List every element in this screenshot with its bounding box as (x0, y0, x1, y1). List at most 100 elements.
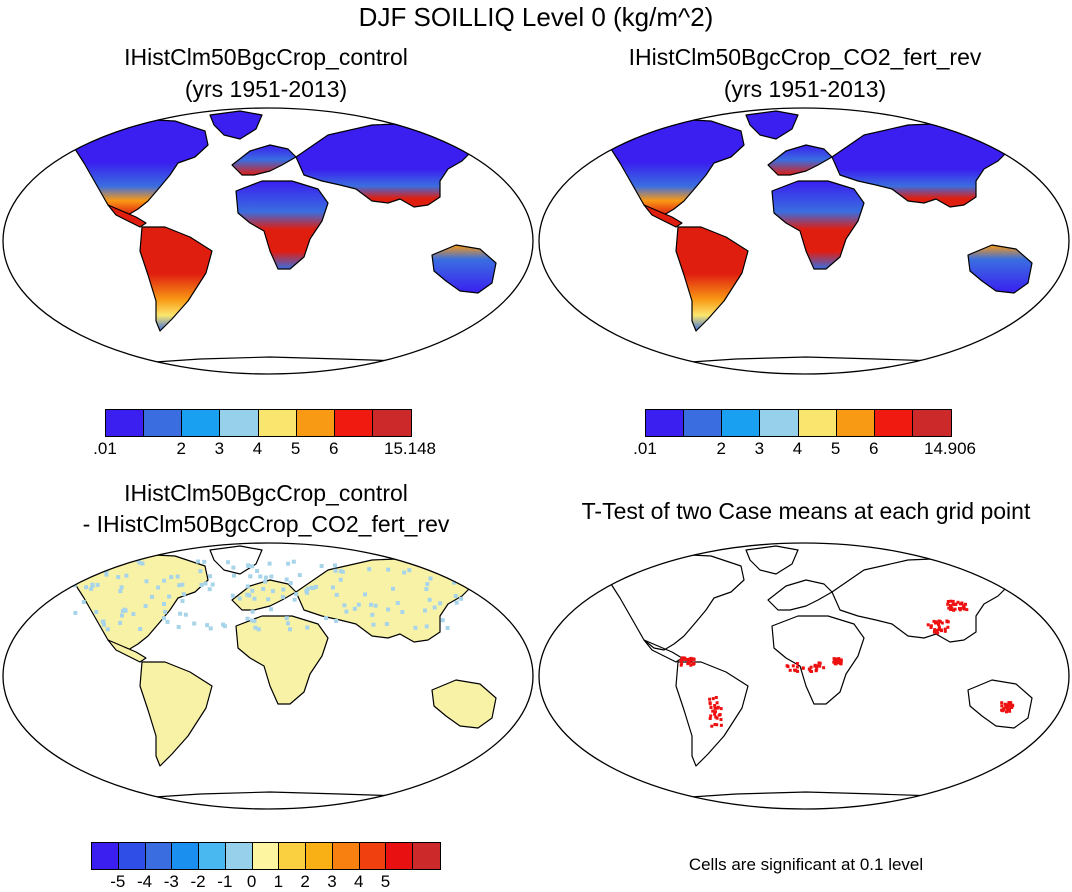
colorbar-co2-tick-label: 5 (830, 439, 841, 458)
significant-cell (1008, 709, 1012, 713)
diff-cell (309, 585, 314, 590)
significant-cell (680, 662, 684, 665)
colorbar-diff-swatch (225, 843, 253, 869)
significant-cell (1005, 704, 1009, 707)
diff-cell (165, 619, 170, 624)
significant-cell (692, 657, 696, 661)
significant-cell (713, 712, 717, 716)
colorbar-diff-swatch (359, 843, 387, 869)
panel-diff-title-1: IHistClm50BgcCrop_control (124, 480, 408, 506)
colorbar-diff-tick-label: 0 (246, 872, 257, 891)
continent-eur (231, 579, 297, 611)
significant-cell (691, 662, 695, 666)
continent-afr (235, 180, 329, 270)
diff-cell (305, 625, 310, 630)
significant-cell (683, 656, 687, 660)
diff-cell (230, 593, 235, 598)
significant-cell (939, 628, 943, 632)
significant-cell (1002, 706, 1006, 710)
colorbar-diff-swatch (252, 843, 280, 869)
panel-control-title-1: IHistClm50BgcCrop_control (124, 44, 408, 70)
diff-cell (90, 582, 95, 587)
diff-cell (94, 609, 99, 614)
significant-cell (715, 723, 719, 727)
significant-cell (708, 697, 712, 701)
diff-cell (101, 622, 106, 627)
significant-cell (943, 629, 947, 633)
panel-diff-title-2: - IHistClm50BgcCrop_CO2_fert_rev (82, 511, 450, 537)
diff-cell (120, 613, 124, 618)
significant-cell (933, 628, 937, 632)
significant-cell (709, 706, 713, 709)
diff-cell (122, 607, 127, 612)
diff-cell (140, 561, 145, 566)
panel-ttest-title: T-Test of two Case means at each grid po… (581, 498, 1031, 524)
map-boundary (2, 107, 534, 375)
significant-cell (935, 630, 939, 634)
significant-cell (713, 723, 717, 726)
diff-cell (231, 565, 236, 570)
diff-cell (245, 584, 250, 589)
continent-na (603, 553, 745, 651)
diff-cell (334, 592, 339, 597)
significant-cell (1006, 708, 1010, 712)
diff-cell (453, 594, 458, 598)
diff-cell (250, 564, 255, 569)
significant-cell (814, 669, 818, 673)
significant-cell (1010, 703, 1014, 707)
continent-ca (643, 204, 683, 228)
significant-cell (937, 622, 940, 626)
diff-cell (73, 610, 78, 615)
significant-cell (808, 669, 812, 673)
diff-cell (324, 616, 329, 621)
diff-cell (297, 573, 302, 578)
colorbar-control-tick-label: .01 (93, 439, 117, 458)
diff-cell (250, 618, 254, 623)
diff-cell (250, 588, 255, 593)
diff-cell (425, 582, 430, 587)
continent-asia (831, 122, 1015, 208)
significant-cell (714, 715, 718, 719)
diff-cell (413, 625, 418, 630)
significant-cell (946, 600, 950, 603)
significant-cell (965, 608, 969, 612)
colorbar-control-tick-label: 5 (290, 439, 301, 458)
significant-cell (932, 630, 936, 634)
diff-cell (367, 567, 372, 572)
colorbar-control-tick-label: 6 (329, 439, 339, 458)
colorbar-control (105, 409, 412, 437)
colorbar-diff-tick-label: 2 (300, 872, 310, 891)
diff-cell (226, 560, 230, 565)
diff-cell (334, 618, 339, 623)
colorbar-control-swatch (220, 410, 259, 436)
diff-cell (391, 586, 395, 591)
colorbar-co2-swatch (798, 410, 837, 436)
colorbar-co2-tick-label: 2 (716, 439, 726, 458)
significant-cell (950, 606, 954, 610)
colorbar-control-swatch (296, 410, 335, 436)
diff-cell (445, 625, 450, 630)
colorbar-diff-swatch (118, 843, 146, 869)
diff-cell (167, 594, 172, 599)
continent-aus (967, 679, 1033, 729)
diff-cell (207, 587, 212, 592)
diff-cell (84, 585, 89, 590)
continent-asia (295, 122, 479, 208)
diff-cell (428, 576, 433, 581)
diff-cell (424, 587, 429, 592)
diff-cell (263, 575, 268, 580)
significant-cell (813, 663, 817, 667)
diff-cell (118, 620, 123, 625)
diff-cell (221, 622, 226, 627)
diff-cell (250, 609, 255, 614)
diff-cell (395, 601, 400, 605)
colorbar-diff-tick-label: 1 (273, 872, 284, 891)
significant-cell (711, 709, 715, 713)
significant-cell (938, 626, 941, 630)
colorbar-co2-swatch (874, 410, 913, 436)
significant-cell (940, 621, 944, 625)
significant-cell (687, 660, 691, 664)
diff-cell (292, 597, 297, 602)
continent-ca (643, 639, 683, 663)
diff-cell (288, 581, 293, 586)
